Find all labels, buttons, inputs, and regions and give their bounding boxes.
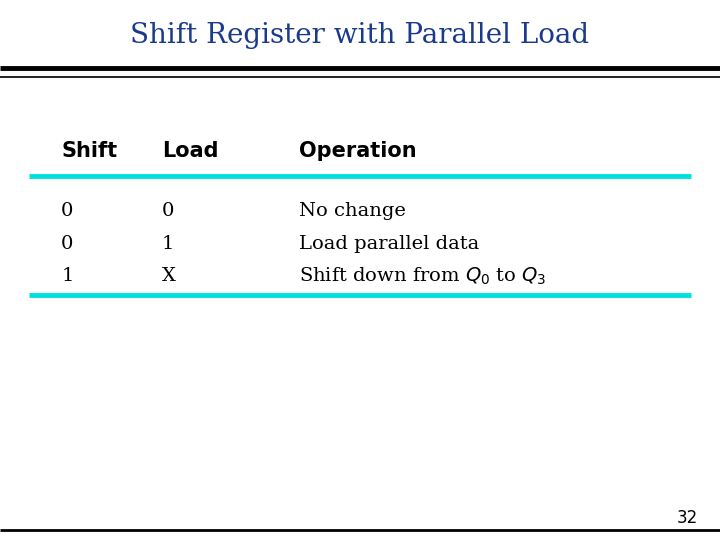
Text: Load parallel data: Load parallel data bbox=[299, 235, 479, 253]
Text: 1: 1 bbox=[162, 235, 174, 253]
Text: 0: 0 bbox=[61, 235, 73, 253]
Text: Load: Load bbox=[162, 141, 218, 161]
Text: 1: 1 bbox=[61, 267, 73, 286]
Text: No change: No change bbox=[299, 201, 405, 220]
Text: 0: 0 bbox=[162, 201, 174, 220]
Text: Shift: Shift bbox=[61, 141, 117, 161]
Text: X: X bbox=[162, 267, 176, 286]
Text: 32: 32 bbox=[677, 509, 698, 528]
Text: Shift Register with Parallel Load: Shift Register with Parallel Load bbox=[130, 22, 590, 49]
Text: 0: 0 bbox=[61, 201, 73, 220]
Text: Operation: Operation bbox=[299, 141, 416, 161]
Text: Shift down from $Q_0$ to $Q_3$: Shift down from $Q_0$ to $Q_3$ bbox=[299, 266, 546, 287]
